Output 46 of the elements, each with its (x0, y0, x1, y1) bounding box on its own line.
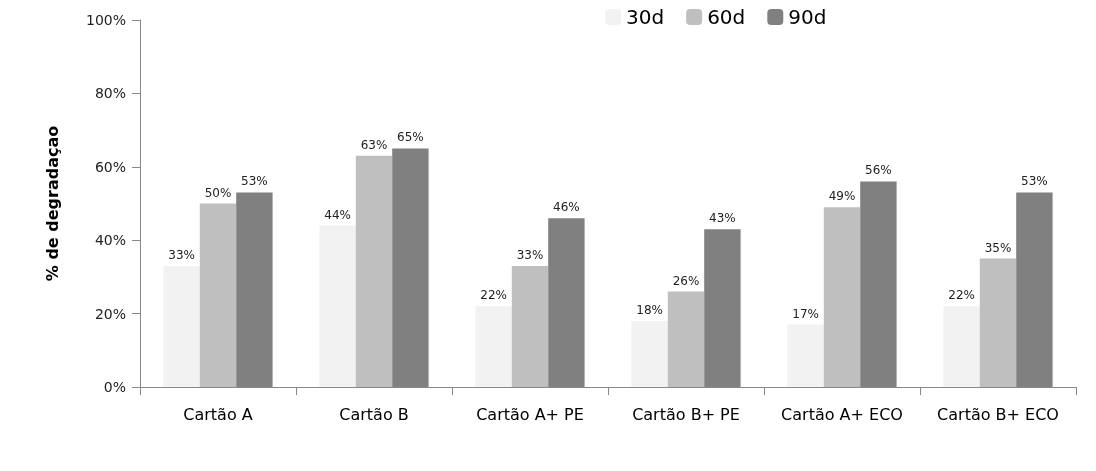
data-label: 35% (984, 240, 1012, 255)
y-tick-label: 0% (103, 379, 126, 395)
data-label: 22% (948, 288, 975, 303)
bar (319, 225, 356, 387)
bar (199, 203, 237, 387)
data-label: 44% (324, 207, 351, 222)
y-tick-label: 60% (94, 158, 126, 175)
x-tick-label: Cartão A (183, 404, 253, 424)
bar (631, 320, 668, 387)
x-tick-label: Cartão B+ ECO (937, 404, 1059, 424)
data-label: 17% (792, 306, 819, 321)
data-label: 53% (1021, 174, 1048, 189)
data-label: 33% (516, 247, 544, 262)
data-label: 63% (360, 137, 388, 152)
y-tick-label: 20% (94, 305, 126, 322)
bar (787, 324, 824, 387)
data-label: 33% (168, 247, 195, 262)
bar (823, 207, 861, 387)
bar (163, 265, 200, 387)
bar (979, 258, 1017, 387)
data-label: 18% (636, 302, 663, 317)
y-tick-label: 80% (94, 85, 126, 102)
y-axis-title: % de degradaçao (42, 125, 62, 282)
y-tick-label: 100% (85, 12, 126, 28)
data-label: 65% (397, 130, 424, 145)
x-tick-label: Cartão B (339, 404, 409, 424)
data-label: 56% (865, 163, 892, 178)
x-tick-label: Cartão B+ PE (632, 404, 740, 424)
y-tick-label: 40% (94, 232, 126, 249)
data-label: 50% (204, 185, 232, 200)
data-label: 46% (553, 200, 580, 215)
bar (355, 155, 393, 387)
legend-label: 60d (707, 5, 746, 29)
x-tick-label: Cartão A+ PE (476, 404, 584, 424)
data-label: 49% (828, 189, 856, 204)
data-label: 26% (672, 273, 700, 288)
legend-label: 30d (626, 5, 665, 29)
x-tick-label: Cartão A+ ECO (781, 404, 903, 424)
data-label: 43% (709, 211, 736, 226)
data-label: 53% (241, 174, 268, 189)
data-label: 22% (480, 288, 507, 303)
bar (475, 306, 512, 387)
bar (943, 306, 980, 387)
legend-label: 90d (788, 5, 827, 29)
bar (511, 265, 549, 387)
bar (667, 291, 705, 387)
